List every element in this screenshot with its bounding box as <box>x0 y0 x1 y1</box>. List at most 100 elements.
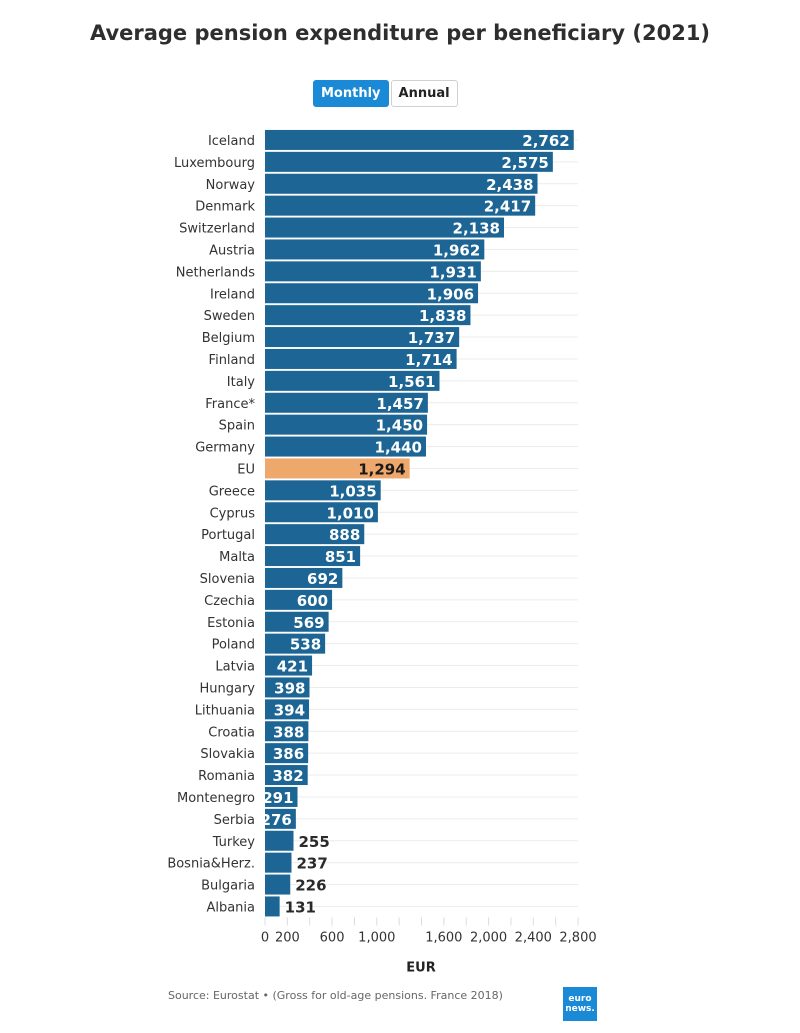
x-tick-label: 200 <box>275 930 300 945</box>
bar <box>265 765 308 786</box>
data-label: 692 <box>307 570 338 588</box>
bar <box>265 896 280 917</box>
data-label: 1,450 <box>376 417 423 435</box>
annual-button[interactable]: Annual <box>390 80 458 107</box>
category-label: Germany <box>195 441 255 456</box>
category-label: Poland <box>212 638 255 653</box>
category-label: Switzerland <box>179 222 255 237</box>
data-label: 276 <box>261 811 292 829</box>
category-label: Spain <box>219 419 255 434</box>
bar <box>265 173 538 194</box>
bar <box>265 655 313 676</box>
category-label: Turkey <box>212 835 256 850</box>
bar <box>265 305 471 326</box>
bar-chart: 0 200 600 1,000 1,600 2,000 2,400 2,800 EUR Icela… <box>167 129 597 975</box>
category-label: Lithuania <box>195 703 255 718</box>
bar <box>265 348 457 369</box>
category-label: Slovenia <box>200 572 255 587</box>
category-label: Serbia <box>214 813 255 828</box>
category-label: Albania <box>206 900 255 915</box>
bar <box>265 611 329 632</box>
data-label: 1,737 <box>408 329 455 347</box>
category-label: Netherlands <box>176 265 255 280</box>
data-label: 1,457 <box>376 395 423 413</box>
x-tick-label: 2,400 <box>515 930 552 945</box>
bar <box>265 129 574 150</box>
x-tick-label: 600 <box>320 930 345 945</box>
data-label: 2,417 <box>484 198 531 216</box>
source-note: Source: Eurostat • (Gross for old-age pe… <box>168 989 503 1002</box>
bar <box>265 436 426 457</box>
bar <box>265 283 479 304</box>
bar <box>265 721 309 742</box>
category-label: Estonia <box>207 616 255 631</box>
data-label: 2,575 <box>501 154 548 172</box>
data-label: 131 <box>285 898 316 916</box>
bar <box>265 327 460 348</box>
data-label: 386 <box>273 745 304 763</box>
data-label: 1,440 <box>375 439 422 457</box>
data-label: 388 <box>273 723 304 741</box>
category-label: Denmark <box>195 200 255 215</box>
data-label: 1,906 <box>427 285 474 303</box>
bar <box>265 458 410 479</box>
bar <box>265 239 485 260</box>
category-label: Latvia <box>215 660 255 675</box>
x-tick-label: 0 <box>261 930 269 945</box>
bar <box>265 567 343 588</box>
x-tick-label: 1,000 <box>358 930 395 945</box>
chart-title: Average pension expenditure per benefici… <box>89 21 711 45</box>
data-label: 1,561 <box>388 373 435 391</box>
bar <box>265 392 428 413</box>
category-label: Montenegro <box>177 791 255 806</box>
category-label: Belgium <box>202 331 255 346</box>
data-label: 1,714 <box>405 351 452 369</box>
data-label: 851 <box>325 548 356 566</box>
category-label: Iceland <box>208 134 255 149</box>
bar <box>265 699 310 720</box>
bar <box>265 874 291 895</box>
period-toggle: Monthly Annual <box>313 80 458 107</box>
bar <box>265 195 536 216</box>
bar <box>265 546 361 567</box>
category-label: France* <box>205 397 255 412</box>
bar <box>265 589 333 610</box>
category-label: Cyprus <box>210 506 256 521</box>
bar <box>265 524 365 545</box>
data-label: 398 <box>274 679 305 697</box>
data-label: 1,010 <box>326 504 373 522</box>
category-label: Greece <box>209 484 255 499</box>
data-label: 291 <box>262 789 293 807</box>
category-label: Austria <box>209 243 255 258</box>
bar <box>265 151 553 172</box>
category-label: Romania <box>198 769 255 784</box>
data-label: 1,035 <box>329 482 376 500</box>
logo-line1: euro <box>568 994 592 1004</box>
category-label: Italy <box>227 375 256 390</box>
bar <box>265 852 292 873</box>
category-label: EU <box>237 462 255 477</box>
category-label: Finland <box>209 353 255 368</box>
data-label: 538 <box>290 636 321 654</box>
data-label: 237 <box>296 855 327 873</box>
data-label: 1,931 <box>429 263 476 281</box>
monthly-button[interactable]: Monthly <box>313 80 389 107</box>
bar <box>265 217 504 238</box>
data-label: 2,762 <box>522 132 569 150</box>
euronews-logo: euro news. <box>563 987 597 1021</box>
category-label: Bulgaria <box>201 879 255 894</box>
data-label: 382 <box>272 767 303 785</box>
logo-line2: news. <box>565 1004 595 1014</box>
category-label: Ireland <box>210 287 255 302</box>
bar <box>265 502 378 523</box>
category-label: Portugal <box>201 528 255 543</box>
bar <box>265 633 326 654</box>
data-label: 888 <box>329 526 360 544</box>
bar <box>265 830 294 851</box>
bar <box>265 480 381 501</box>
bar <box>265 414 428 435</box>
data-label: 226 <box>295 877 326 895</box>
category-label: Malta <box>219 550 255 565</box>
data-label: 569 <box>293 614 324 632</box>
category-label: Czechia <box>204 594 255 609</box>
